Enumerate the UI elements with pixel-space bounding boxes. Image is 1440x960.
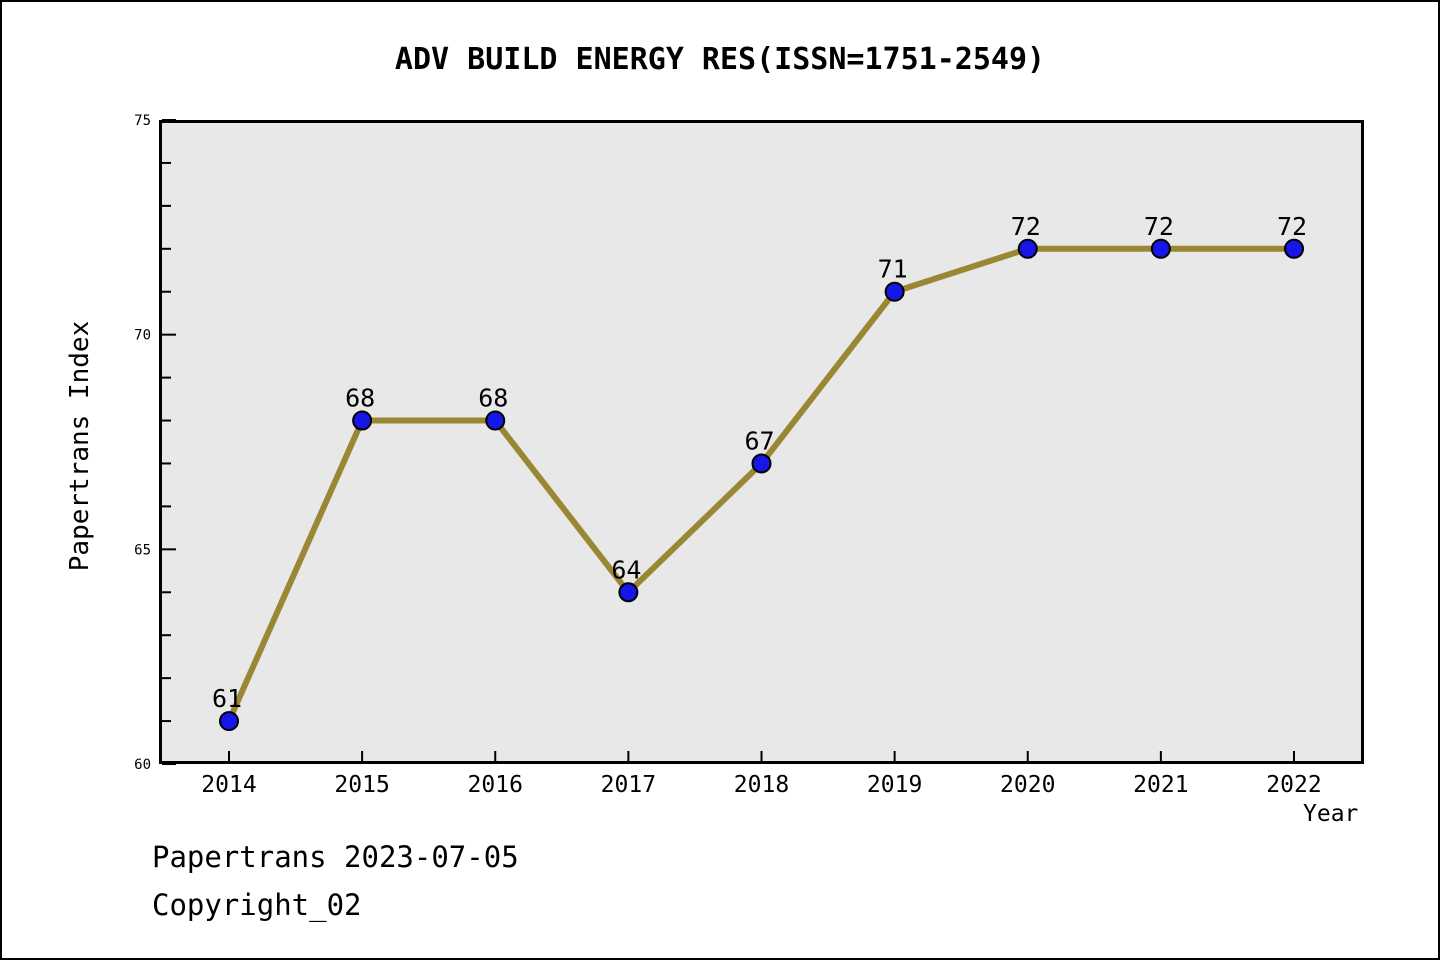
chart-title: ADV BUILD ENERGY RES(ISSN=1751-2549)	[394, 42, 1046, 77]
x-tick-label: 2017	[601, 772, 656, 798]
y-tick-label: 65	[134, 542, 151, 558]
x-axis-label: Year	[1303, 801, 1359, 827]
x-tick-label: 2022	[1266, 772, 1321, 798]
plot-area	[159, 120, 1364, 764]
y-tick-label: 75	[134, 113, 151, 129]
x-tick-label: 2018	[734, 772, 789, 798]
x-tick-label: 2014	[201, 772, 256, 798]
x-tick-label: 2019	[867, 772, 922, 798]
x-tick-label: 2016	[468, 772, 523, 798]
y-tick-label: 60	[134, 757, 151, 773]
footer-source-date: Papertrans 2023-07-05	[152, 840, 519, 874]
y-axis-label: Papertrans Index	[65, 320, 95, 572]
x-tick-label: 2021	[1133, 772, 1188, 798]
footer-copyright: Copyright_02	[152, 888, 362, 922]
x-tick-label: 2020	[1000, 772, 1055, 798]
y-tick-label: 70	[134, 328, 151, 344]
x-tick-label: 2015	[334, 772, 389, 798]
